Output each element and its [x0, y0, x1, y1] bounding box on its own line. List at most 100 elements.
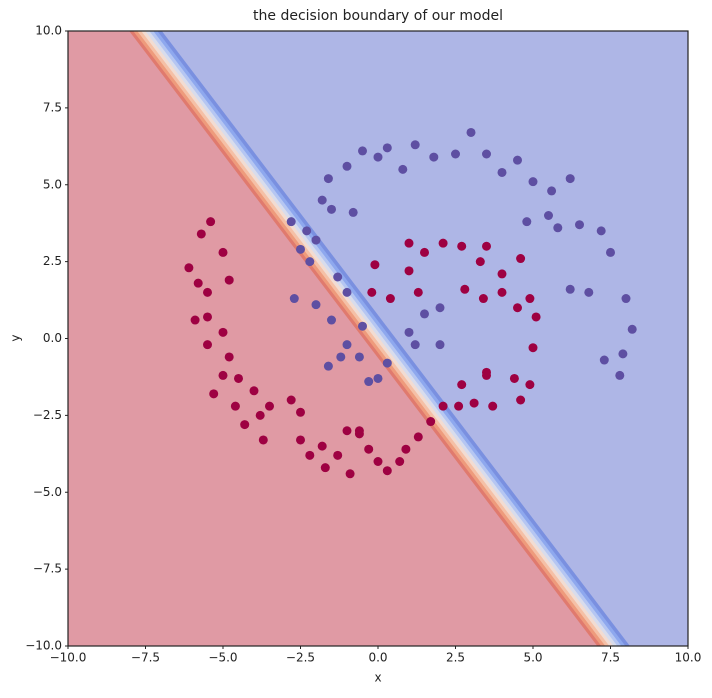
- point: [327, 205, 336, 214]
- point: [470, 399, 479, 408]
- point: [374, 153, 383, 162]
- point: [383, 359, 392, 368]
- point: [346, 469, 355, 478]
- y-tick-label: 0.0: [43, 331, 62, 345]
- point: [529, 177, 538, 186]
- point: [318, 196, 327, 205]
- point: [482, 242, 491, 251]
- point: [256, 411, 265, 420]
- point: [336, 352, 345, 361]
- point: [398, 165, 407, 174]
- point: [305, 451, 314, 460]
- point: [454, 402, 463, 411]
- point: [374, 457, 383, 466]
- point: [234, 374, 243, 383]
- point: [312, 236, 321, 245]
- point: [498, 168, 507, 177]
- point: [250, 386, 259, 395]
- point: [358, 322, 367, 331]
- y-tick-label: −7.5: [33, 562, 62, 576]
- point: [219, 248, 228, 257]
- point: [343, 340, 352, 349]
- point: [436, 340, 445, 349]
- chart-title: the decision boundary of our model: [253, 8, 503, 24]
- x-tick-label: −10.0: [50, 651, 87, 665]
- point: [240, 420, 249, 429]
- point: [194, 279, 203, 288]
- point: [414, 432, 423, 441]
- y-tick-label: 10.0: [35, 24, 62, 38]
- point: [206, 217, 215, 226]
- point: [457, 242, 466, 251]
- point: [405, 328, 414, 337]
- x-tick-label: 7.5: [601, 651, 620, 665]
- point: [498, 269, 507, 278]
- point: [184, 263, 193, 272]
- point: [333, 273, 342, 282]
- point: [364, 445, 373, 454]
- point: [513, 156, 522, 165]
- point: [358, 146, 367, 155]
- point: [401, 445, 410, 454]
- point: [405, 239, 414, 248]
- point: [429, 153, 438, 162]
- point: [544, 211, 553, 220]
- plot-area: [18, 0, 712, 694]
- point: [287, 217, 296, 226]
- point: [386, 294, 395, 303]
- point: [498, 288, 507, 297]
- point: [324, 174, 333, 183]
- point: [482, 150, 491, 159]
- point: [575, 220, 584, 229]
- point: [302, 226, 311, 235]
- x-tick-label: 2.5: [446, 651, 465, 665]
- point: [566, 285, 575, 294]
- point: [333, 451, 342, 460]
- point: [296, 435, 305, 444]
- point: [522, 217, 531, 226]
- point: [405, 266, 414, 275]
- x-tick-label: 10.0: [675, 651, 702, 665]
- point: [367, 288, 376, 297]
- point: [219, 371, 228, 380]
- point: [606, 248, 615, 257]
- point: [318, 442, 327, 451]
- point: [547, 186, 556, 195]
- x-tick-label: −5.0: [208, 651, 237, 665]
- point: [618, 349, 627, 358]
- point: [355, 352, 364, 361]
- point: [305, 257, 314, 266]
- point: [553, 223, 562, 232]
- point: [219, 328, 228, 337]
- point: [476, 257, 485, 266]
- point: [414, 288, 423, 297]
- point: [343, 288, 352, 297]
- point: [324, 362, 333, 371]
- point: [467, 128, 476, 137]
- point: [488, 402, 497, 411]
- point: [420, 309, 429, 318]
- point: [426, 417, 435, 426]
- point: [436, 303, 445, 312]
- point: [615, 371, 624, 380]
- point: [349, 208, 358, 217]
- point: [628, 325, 637, 334]
- point: [460, 285, 469, 294]
- point: [529, 343, 538, 352]
- point: [191, 316, 200, 325]
- point: [566, 174, 575, 183]
- x-tick-label: 5.0: [523, 651, 542, 665]
- point: [513, 303, 522, 312]
- point: [597, 226, 606, 235]
- x-tick-label: −2.5: [286, 651, 315, 665]
- point: [482, 368, 491, 377]
- point: [439, 402, 448, 411]
- x-tick-label: 0.0: [368, 651, 387, 665]
- point: [312, 300, 321, 309]
- point: [525, 294, 534, 303]
- point: [327, 316, 336, 325]
- point: [321, 463, 330, 472]
- x-tick-label: −7.5: [131, 651, 160, 665]
- point: [374, 374, 383, 383]
